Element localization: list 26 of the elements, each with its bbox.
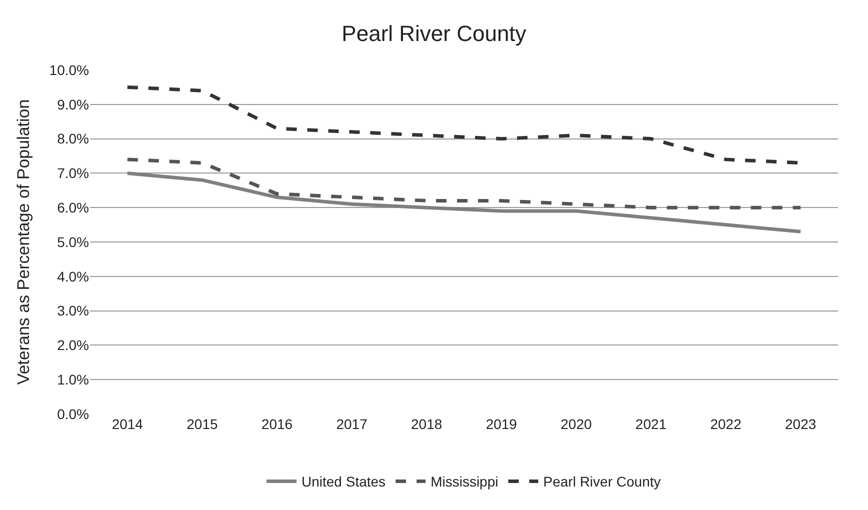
x-tick-label: 2014 <box>112 416 144 432</box>
y-tick-label: 3.0% <box>57 302 89 319</box>
legend-label: Mississippi <box>430 474 498 490</box>
legend-label: United States <box>302 474 386 490</box>
y-tick-label: 1.0% <box>57 372 89 388</box>
x-tick-label: 2018 <box>411 416 442 432</box>
y-tick-label: 7.0% <box>57 165 89 182</box>
y-tick-label: 6.0% <box>57 200 89 216</box>
y-tick-label: 5.0% <box>57 234 89 250</box>
y-tick-label: 2.0% <box>57 337 89 354</box>
y-axis-title: Veterans as Percentage of Population <box>14 99 33 385</box>
y-tick-label: 9.0% <box>57 96 89 112</box>
x-tick-label: 2016 <box>261 416 293 432</box>
x-tick-label: 2015 <box>186 416 218 432</box>
x-tick-label: 2021 <box>635 416 667 432</box>
x-tick-label: 2019 <box>486 416 518 432</box>
x-tick-label: 2023 <box>785 416 816 432</box>
x-tick-label: 2017 <box>336 416 368 432</box>
y-tick-label: 8.0% <box>57 130 89 147</box>
x-tick-label: 2020 <box>560 416 592 432</box>
legend-label: Pearl River County <box>543 474 661 490</box>
y-tick-label: 10.0% <box>49 62 89 78</box>
chart-title: Pearl River County <box>342 20 526 46</box>
y-tick-label: 4.0% <box>57 268 89 284</box>
x-tick-label: 2022 <box>710 416 742 432</box>
y-tick-label: 0.0% <box>57 406 89 422</box>
